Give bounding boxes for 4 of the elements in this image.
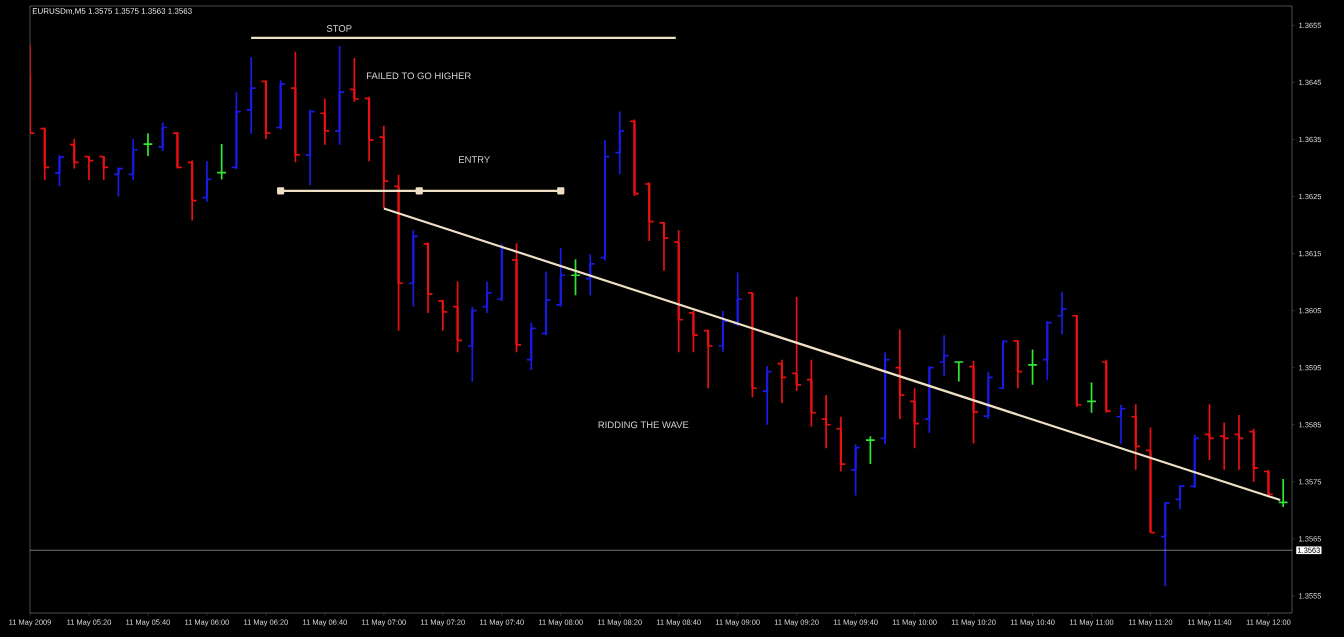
annotation: ENTRY <box>459 156 490 163</box>
annotation: FAILED TO GO HIGHER <box>366 72 471 80</box>
annotation: RIDDING THE WAVE <box>598 421 689 429</box>
annotation: STOP <box>326 25 352 32</box>
